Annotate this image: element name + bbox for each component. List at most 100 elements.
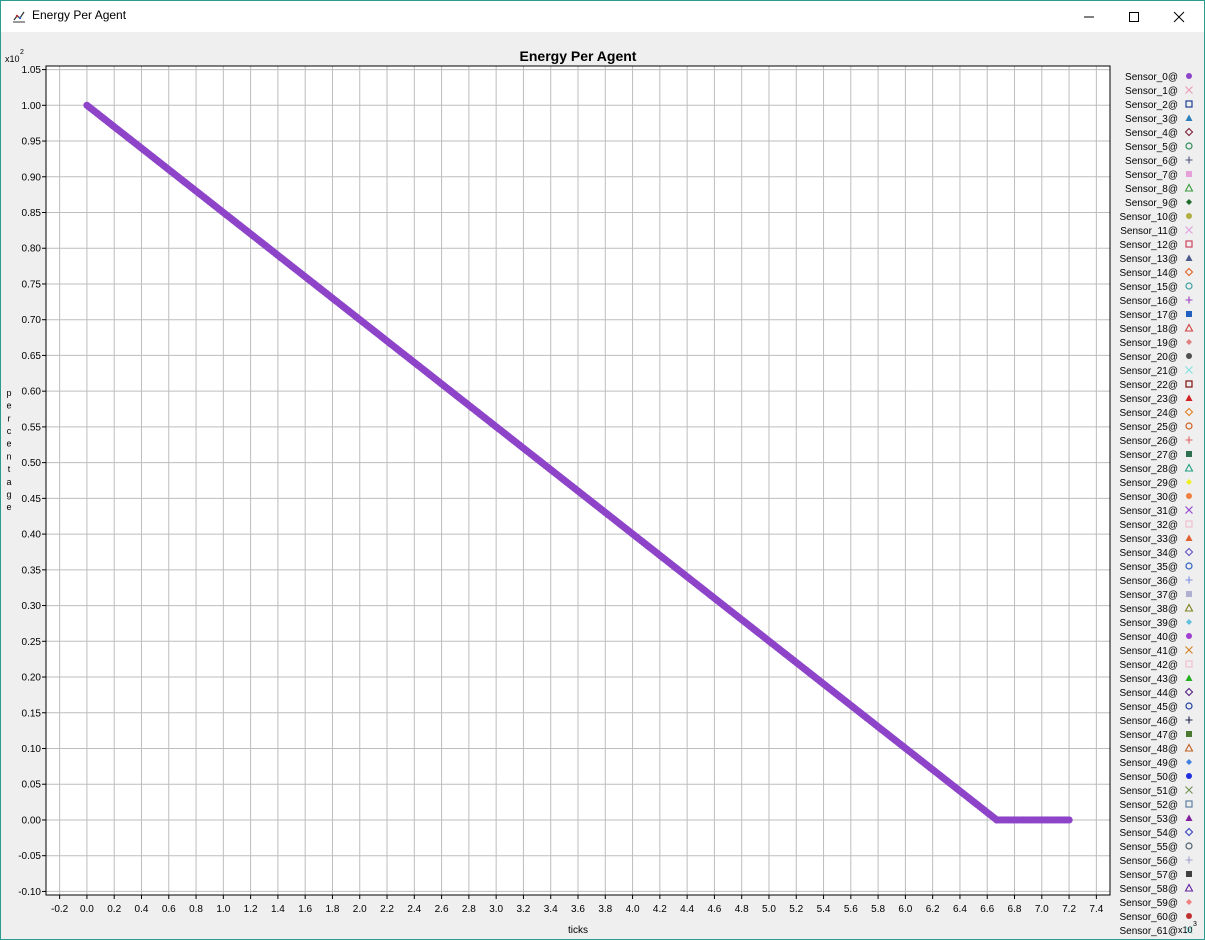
minimize-button[interactable] [1066, 1, 1112, 32]
legend-marker-diamond-open [1184, 547, 1194, 557]
chart-title: Energy Per Agent [520, 48, 637, 64]
x-tick-label: 1.0 [216, 904, 230, 915]
legend-item: Sensor_21@ [1119, 366, 1193, 377]
legend-marker-square-filled [1186, 451, 1192, 457]
legend-label: Sensor_9@ [1125, 198, 1178, 209]
legend-label: Sensor_60@ [1119, 912, 1178, 923]
legend-item: Sensor_54@ [1119, 827, 1194, 839]
y-tick-label: 0.45 [22, 494, 42, 505]
x-tick-label: 3.6 [571, 904, 585, 915]
y-tick-label: 0.75 [22, 279, 42, 290]
x-tick-label: 1.6 [298, 904, 312, 915]
legend-label: Sensor_19@ [1119, 338, 1178, 349]
legend-marker-circle-open [1185, 842, 1193, 850]
legend-item: Sensor_29@ [1119, 478, 1192, 489]
legend-item: Sensor_10@ [1119, 212, 1192, 223]
y-tick-label: 0.15 [22, 708, 42, 719]
legend-item: Sensor_12@ [1119, 240, 1193, 251]
legend-marker-square-filled [1186, 311, 1192, 317]
legend-marker-square-open [1185, 240, 1193, 248]
legend-label: Sensor_48@ [1119, 744, 1178, 755]
legend-item: Sensor_3@ [1125, 114, 1193, 125]
y-tick-label: 0.30 [22, 601, 42, 612]
x-tick-label: 3.8 [598, 904, 612, 915]
legend-label: Sensor_17@ [1119, 310, 1178, 321]
y-axis-label-letter: p [6, 388, 11, 398]
legend-item: Sensor_52@ [1119, 800, 1193, 811]
legend-marker-x [1185, 366, 1193, 374]
legend-label: Sensor_61@ [1119, 926, 1178, 937]
legend-marker-square-open [1185, 800, 1193, 808]
legend-marker-plus [1185, 436, 1193, 444]
y-tick-label: 0.60 [22, 387, 42, 398]
maximize-icon [1129, 11, 1139, 22]
y-tick-label: 0.65 [22, 351, 42, 362]
legend-label: Sensor_24@ [1119, 408, 1178, 419]
legend-label: Sensor_33@ [1119, 534, 1178, 545]
legend-label: Sensor_46@ [1119, 716, 1178, 727]
legend-item: Sensor_50@ [1119, 772, 1192, 783]
legend-label: Sensor_20@ [1119, 352, 1178, 363]
y-tick-label: -0.10 [18, 887, 41, 898]
y-tick-label: 0.35 [22, 565, 42, 576]
y-tick-label: 0.55 [22, 422, 42, 433]
window-title: Energy Per Agent [32, 8, 127, 22]
x-tick-label: 3.2 [516, 904, 530, 915]
legend-marker-square-open [1185, 380, 1193, 388]
legend-item: Sensor_38@ [1119, 603, 1194, 615]
legend-label: Sensor_41@ [1119, 646, 1178, 657]
legend-marker-circle-filled [1186, 213, 1192, 219]
x-tick-label: 6.0 [898, 904, 912, 915]
legend-marker-square-filled [1186, 591, 1192, 597]
y-axis-label-letter: e [6, 502, 11, 512]
x-tick-label: 6.2 [926, 904, 940, 915]
legend-marker-x [1185, 506, 1193, 514]
x-tick-label: 1.2 [244, 904, 258, 915]
x-tick-label: 0.6 [162, 904, 176, 915]
y-tick-label: 1.05 [22, 65, 42, 76]
legend-label: Sensor_47@ [1119, 730, 1178, 741]
legend-marker-circle-filled [1186, 73, 1192, 79]
legend-label: Sensor_29@ [1119, 478, 1178, 489]
legend-marker-circle-filled [1186, 493, 1192, 499]
legend-label: Sensor_49@ [1119, 758, 1178, 769]
y-axis-label-letter: c [7, 426, 12, 436]
legend-marker-x [1185, 786, 1193, 794]
legend-item: Sensor_28@ [1119, 463, 1194, 475]
legend-item: Sensor_42@ [1119, 660, 1193, 671]
legend-label: Sensor_42@ [1119, 660, 1178, 671]
legend-item: Sensor_56@ [1119, 856, 1193, 867]
legend-marker-diamond-filled [1186, 619, 1192, 625]
legend-item: Sensor_30@ [1119, 492, 1192, 503]
y-axis-label-letter: e [6, 439, 11, 449]
legend-item: Sensor_43@ [1119, 674, 1193, 685]
legend-marker-circle-open [1185, 562, 1193, 570]
legend-label: Sensor_53@ [1119, 814, 1178, 825]
legend-item: Sensor_58@ [1119, 883, 1194, 895]
legend-label: Sensor_35@ [1119, 562, 1178, 573]
maximize-button[interactable] [1111, 1, 1157, 32]
legend-marker-square-open [1185, 100, 1193, 108]
legend-item: Sensor_39@ [1119, 618, 1192, 629]
x-tick-label: 2.8 [462, 904, 476, 915]
x-tick-label: 0.4 [135, 904, 149, 915]
y-axis-label-letter: g [6, 489, 11, 499]
legend-marker-circle-open [1185, 142, 1193, 150]
legend-marker-triangle-filled [1185, 254, 1193, 261]
title-bar[interactable]: Energy Per Agent [1, 1, 1204, 32]
legend-item: Sensor_60@ [1119, 912, 1192, 923]
legend-marker-plus [1185, 296, 1193, 304]
legend-label: Sensor_39@ [1119, 618, 1178, 629]
y-tick-label: 0.85 [22, 208, 42, 219]
x-tick-label: 7.4 [1089, 904, 1103, 915]
legend-label: Sensor_12@ [1119, 240, 1178, 251]
close-button[interactable] [1156, 1, 1202, 32]
legend-item: Sensor_19@ [1119, 338, 1192, 349]
legend-marker-circle-open [1185, 422, 1193, 430]
y-axis-label-letter: r [8, 413, 11, 423]
legend-label: Sensor_38@ [1119, 604, 1178, 615]
legend-marker-triangle-open [1184, 603, 1194, 612]
legend-item: Sensor_7@ [1125, 170, 1192, 181]
legend-label: Sensor_44@ [1119, 688, 1178, 699]
